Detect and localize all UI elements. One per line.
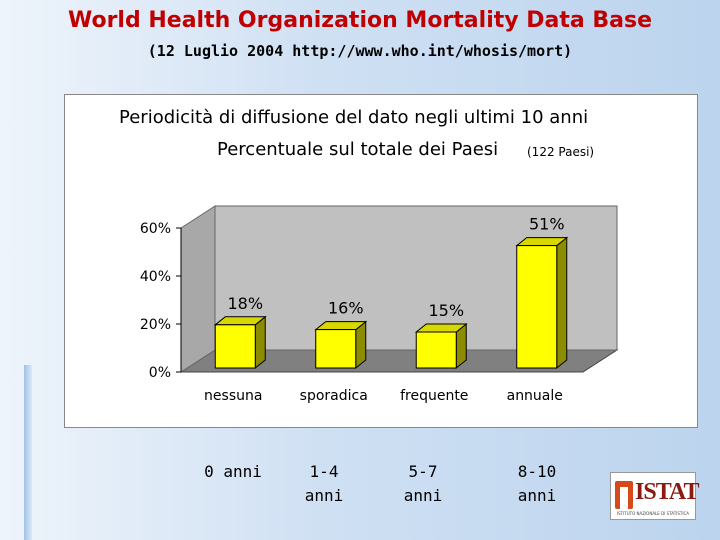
period-label-sporadica: 1-4 anni [274,460,374,508]
decorative-side-bar [24,365,32,540]
chart-subtitle: Percentuale sul totale dei Paesi [217,139,499,160]
chart-panel: 0% 20% 40% 60% 18% nessuna 16% sporadica 15% freq… [64,94,698,428]
bar [516,245,558,369]
y-tick-label: 60% [140,221,171,237]
period-label-line2: anni [403,486,443,505]
slide-title: World Health Organization Mortality Data… [67,8,653,33]
istat-logo-tagline: ISTITUTO NAZIONALE DI STATISTICA [616,511,690,516]
bar-data-label: 15% [428,301,464,320]
period-label-line1: 5-7 [408,462,438,481]
bar [415,331,457,369]
period-label-annuale: 8-10 anni [487,460,587,508]
istat-logo-mark [615,481,633,509]
x-tick-label: sporadica [300,388,368,404]
x-tick-label: frequente [400,388,468,404]
x-tick-label: nessuna [204,388,262,404]
y-tick-label: 40% [140,269,171,285]
bar-data-label: 51% [529,215,565,234]
slide-subtitle: (12 Luglio 2004 http://www.who.int/whosi… [147,42,573,60]
period-label-frequente: 5-7 anni [373,460,473,508]
chart-note: (122 Paesi) [527,145,595,159]
chart-side-wall [180,205,216,373]
bar [315,329,357,369]
period-label-line1: 8-10 [517,462,557,481]
period-label-line2: anni [517,486,557,505]
period-label-line1: 0 anni [204,462,262,481]
bar-side [556,236,568,370]
period-label-nessuna: 0 anni [183,460,283,484]
chart-svg: 0% 20% 40% 60% 18% nessuna 16% sporadica 15% freq… [140,205,619,404]
chart-title: Periodicità di diffusione del dato negli… [119,107,589,128]
x-tick-label: annuale [507,388,563,404]
bar-data-label: 18% [227,294,263,313]
period-label-line1: 1-4 [309,462,339,481]
istat-logo-text: ISTAT [635,479,699,505]
istat-logo: ISTAT ISTITUTO NAZIONALE DI STATISTICA [610,472,699,520]
bar [214,324,256,369]
y-tick-label: 0% [149,365,171,381]
bar-data-label: 16% [328,299,364,318]
y-tick-label: 20% [140,317,171,333]
bar-side [254,315,266,370]
period-label-line2: anni [304,486,344,505]
